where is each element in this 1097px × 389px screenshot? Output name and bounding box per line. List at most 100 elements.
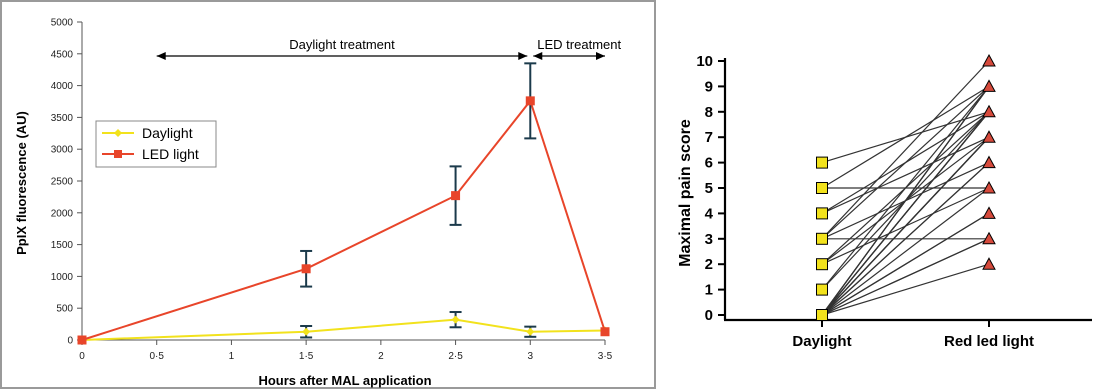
left-y-tick-label: 3500: [51, 113, 74, 124]
left-x-axis-title: Hours after MAL application: [258, 373, 431, 388]
red-led-marker: [982, 130, 996, 143]
left-y-tick-label: 5000: [51, 18, 74, 29]
left-series: [77, 62, 610, 345]
legend-daylight-marker: [114, 129, 122, 137]
annotation-arrowhead: [596, 52, 605, 60]
pair-line: [821, 187, 990, 316]
left-x-tick-label: 0·5: [149, 351, 164, 362]
daylight-marker: [816, 232, 828, 245]
annotation-arrowhead: [533, 52, 543, 60]
data-point: [525, 96, 535, 106]
right-y-tick-label: 4: [705, 205, 714, 222]
red-led-marker: [982, 206, 996, 219]
red-led-marker: [982, 257, 996, 270]
left-y-tick-label: 1000: [51, 272, 74, 283]
legend-daylight-label: Daylight: [142, 125, 193, 141]
pair-line: [821, 136, 990, 316]
left-y-tick-label: 4000: [51, 81, 74, 92]
pair-line: [821, 86, 990, 290]
daylight-marker: [816, 182, 828, 194]
left-x-tick-label: 3·5: [598, 351, 613, 362]
pair-line: [821, 162, 990, 316]
left-x-tick-label: 2·5: [448, 351, 463, 362]
pair-line: [821, 60, 990, 240]
left-x-ticks: 0 0·5 1 1·5 2 2·5 3 3·5: [79, 340, 613, 362]
annotation-1: LED treatment: [533, 37, 621, 60]
legend-box: [95, 120, 217, 168]
annotation-0: Daylight treatment: [156, 37, 528, 60]
annotation-label: Daylight treatment: [289, 37, 395, 52]
red-led-marker: [982, 231, 996, 245]
right-y-tick-label: 8: [705, 104, 713, 121]
series-daylight: [78, 311, 609, 344]
right-y-tick-label: 7: [705, 129, 713, 146]
left-y-tick-label: 2000: [51, 208, 74, 219]
red-led-marker: [982, 180, 996, 194]
data-point: [302, 327, 311, 336]
left-y-tick-label: 1500: [51, 240, 74, 251]
red-led-marker: [982, 104, 996, 118]
right-y-tick-label: 1: [705, 282, 713, 299]
pair-line: [821, 85, 990, 189]
left-panel-border: [0, 0, 656, 389]
left-y-tick-label: 3000: [51, 145, 74, 156]
right-x-ticks: Daylight Red led light: [792, 320, 1034, 350]
right-panel: 0 1 2 3 4 5 6 7 8 9 10 Daylight Red led light Maxim…: [677, 53, 1092, 350]
right-y-tick-label: 6: [705, 155, 713, 172]
left-x-tick-label: 2: [378, 351, 384, 362]
right-x-tick-label: Red led light: [944, 333, 1034, 350]
data-point: [451, 315, 460, 324]
data-point: [77, 335, 87, 345]
right-x-tick-label: Daylight: [792, 333, 851, 350]
legend-led-marker: [114, 150, 122, 158]
right-y-tick-label: 5: [705, 180, 713, 197]
left-y-tick-label: 500: [56, 304, 73, 315]
pair-line: [821, 86, 990, 316]
left-x-tick-label: 3: [528, 351, 534, 362]
daylight-marker: [816, 309, 828, 321]
left-panel: 0 500 1000 1500 2000 2500 3000 3500 4000 4500 5000…: [0, 0, 656, 389]
left-annotations: Daylight treatment LED treatment: [156, 37, 621, 60]
pair-line: [821, 212, 990, 316]
right-pair-lines: [821, 60, 990, 316]
right-y-ticks: 0 1 2 3 4 5 6 7 8 9 10: [696, 53, 725, 324]
right-y-tick-label: 0: [705, 307, 713, 324]
left-legend: Daylight LED light: [95, 120, 217, 168]
daylight-marker: [816, 207, 828, 220]
pair-line: [821, 136, 990, 214]
data-point: [526, 327, 535, 336]
right-markers: [816, 53, 996, 321]
left-y-axis-title: PpIX fluorescence (AU): [14, 111, 29, 255]
annotation-label: LED treatment: [537, 37, 621, 52]
right-y-tick-label: 2: [705, 256, 713, 273]
daylight-marker: [816, 283, 828, 296]
series-led-light: [77, 62, 610, 345]
daylight-marker: [816, 258, 828, 271]
pair-line: [821, 85, 990, 240]
daylight-marker: [816, 156, 828, 169]
annotation-arrowhead: [156, 52, 166, 60]
right-y-tick-label: 9: [705, 78, 713, 95]
red-led-marker: [982, 155, 996, 169]
annotation-arrowhead: [518, 52, 528, 60]
left-x-tick-label: 1·5: [299, 351, 314, 362]
legend-led-label: LED light: [142, 146, 199, 162]
left-y-tick-label: 2500: [51, 177, 74, 188]
left-x-tick-label: 0: [79, 351, 85, 362]
right-y-tick-label: 10: [696, 53, 713, 70]
right-y-tick-label: 3: [705, 231, 713, 248]
pair-line: [821, 238, 990, 316]
pair-line: [821, 111, 990, 316]
data-point: [301, 264, 311, 274]
pair-line: [821, 263, 990, 316]
left-y-tick-label: 4500: [51, 49, 74, 60]
data-point: [451, 191, 461, 201]
left-x-tick-label: 1: [229, 351, 235, 362]
red-led-marker: [982, 53, 996, 67]
left-y-ticks: 0 500 1000 1500 2000 2500 3000 3500 4000 4500 5000: [51, 18, 82, 347]
data-point: [600, 327, 610, 337]
left-y-tick-label: 0: [67, 336, 73, 347]
right-y-axis-title: Maximal pain score: [677, 119, 694, 267]
red-led-marker: [982, 79, 996, 92]
